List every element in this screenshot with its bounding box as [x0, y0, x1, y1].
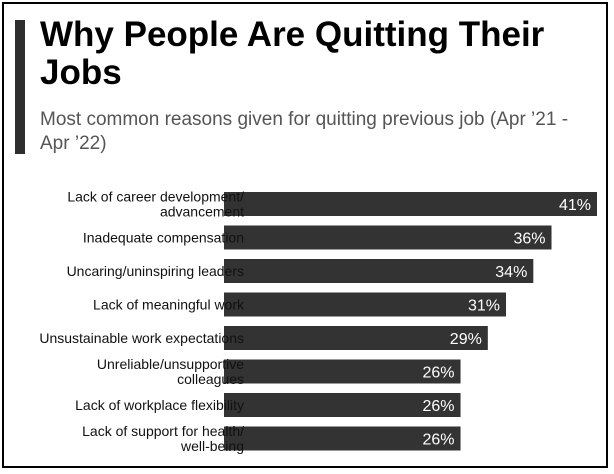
bar-value-label: 26% — [423, 398, 455, 415]
bar-7 — [224, 393, 461, 417]
category-label: Uncaring/uninspiring leaders — [67, 263, 244, 279]
bar-1 — [224, 192, 597, 216]
category-label: Lack of meaningful work — [93, 297, 245, 313]
category-label: Inadequate compensation — [83, 230, 244, 246]
bar-5 — [224, 326, 488, 350]
category-label: Lack of workplace flexibility — [75, 397, 244, 413]
bar-4 — [224, 292, 507, 317]
bar-8 — [224, 426, 461, 451]
bar-3 — [224, 259, 534, 283]
chart-frame: Why People Are Quitting Their Jobs Most … — [2, 2, 608, 468]
bar-value-label: 34% — [495, 264, 527, 281]
category-label: Lack of support for health/well-being — [82, 423, 244, 454]
bar-value-label: 29% — [450, 331, 482, 348]
bar-value-label: 26% — [423, 365, 455, 382]
category-label: Unsustainable work expectations — [39, 330, 244, 346]
bar-chart: 41% Lack of career development/advancemen… — [39, 189, 597, 454]
category-label: Lack of career development/advancement — [67, 189, 244, 220]
chart-title: Why People Are Quitting Their Jobs — [40, 15, 545, 92]
title-accent-bar — [15, 20, 25, 154]
bar-value-label: 26% — [423, 432, 455, 449]
bar-value-label: 41% — [559, 197, 591, 214]
bar-6 — [224, 359, 461, 384]
chart-subtitle: Most common reasons given for quitting p… — [40, 109, 569, 154]
bar-value-label: 36% — [513, 231, 545, 248]
category-label: Unreliable/unsupportive colleagues — [97, 356, 244, 387]
bar-value-label: 31% — [468, 298, 500, 315]
bar-2 — [224, 225, 552, 250]
